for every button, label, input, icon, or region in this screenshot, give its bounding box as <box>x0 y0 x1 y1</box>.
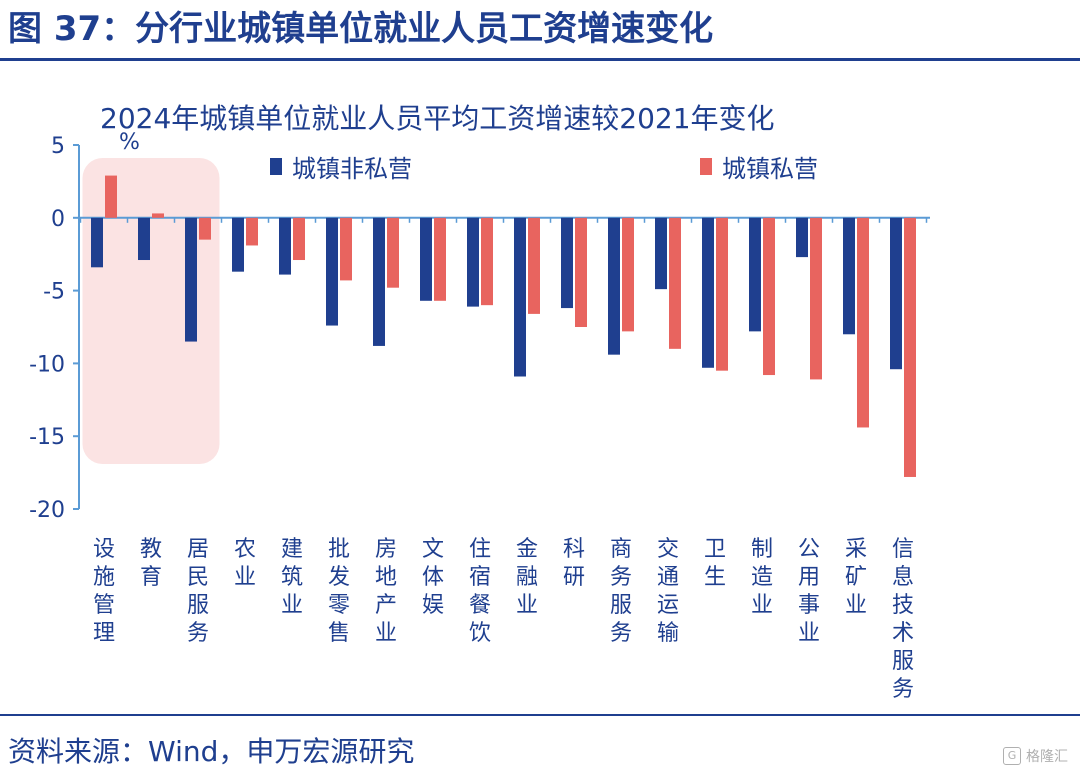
bar-private <box>528 217 540 314</box>
bar-private <box>246 217 258 246</box>
category-label: 居民服务 <box>187 537 209 646</box>
y-tick-label: -15 <box>29 425 65 450</box>
bar-non-private <box>232 217 244 272</box>
legend-swatch-private <box>700 157 712 175</box>
y-tick-label: -5 <box>43 280 65 305</box>
bar-non-private <box>138 217 150 261</box>
bar-private <box>904 217 916 477</box>
chart-canvas: 5 0 -5 -10 -15 -20 设施管理 教育 居民服务 农业 建筑业 批发零售 房地产业 文体娱 住… <box>29 134 930 702</box>
watermark-text: 格隆汇 <box>1026 749 1068 765</box>
category-label: 文体娱 <box>422 537 444 618</box>
bar-private <box>293 217 305 261</box>
watermark-logo-icon: G <box>1003 747 1021 765</box>
bar-private <box>387 217 399 288</box>
legend-item-non-private: 城镇非私营 <box>270 150 412 183</box>
bar-non-private <box>373 217 385 346</box>
bar-private <box>340 217 352 281</box>
footer-divider <box>0 714 1080 716</box>
y-axis-unit: % <box>119 130 140 155</box>
category-label: 设施管理 <box>93 537 115 646</box>
bar-non-private <box>467 217 479 307</box>
category-label: 房地产业 <box>375 537 397 646</box>
category-label: 卫生 <box>704 537 726 590</box>
bar-non-private <box>185 217 197 342</box>
category-label: 住宿餐饮 <box>469 537 491 646</box>
bar-non-private <box>843 217 855 335</box>
category-label: 信息技术服务 <box>892 537 914 702</box>
bar-non-private <box>796 217 808 258</box>
legend-label-private: 城镇私营 <box>722 154 818 183</box>
bar-private <box>575 217 587 327</box>
bar-non-private <box>326 217 338 326</box>
bar-private <box>810 217 822 380</box>
bar-non-private <box>420 217 432 301</box>
title-divider <box>0 58 1080 61</box>
bar-private <box>105 175 117 218</box>
category-label: 科研 <box>563 537 585 590</box>
bar-non-private <box>91 217 103 268</box>
category-label: 批发零售 <box>328 537 350 646</box>
category-label: 商务服务 <box>610 537 632 646</box>
y-tick-label: -20 <box>29 498 65 523</box>
legend-item-private: 城镇私营 <box>700 150 818 183</box>
bar-private <box>716 217 728 371</box>
bar-private <box>669 217 681 349</box>
bar-non-private <box>514 217 526 377</box>
category-label: 金融业 <box>516 537 538 618</box>
bar-non-private <box>890 217 902 370</box>
bar-private <box>763 217 775 376</box>
category-label: 教育 <box>140 537 162 590</box>
bar-non-private <box>279 217 291 275</box>
legend-swatch-non-private <box>270 157 282 175</box>
y-tick-label: -10 <box>29 352 65 377</box>
watermark: G 格隆汇 <box>1003 746 1068 766</box>
chart-title: 2024年城镇单位就业人员平均工资增速较2021年变化 <box>100 102 775 135</box>
bar-private <box>481 217 493 306</box>
y-tick-label: 5 <box>51 134 65 159</box>
bar-non-private <box>749 217 761 332</box>
category-label: 农业 <box>234 537 256 590</box>
bar-non-private <box>561 217 573 309</box>
source-note: 资料来源：Wind，申万宏源研究 <box>8 735 415 768</box>
category-label: 公用事业 <box>798 537 820 646</box>
category-label: 交通运输 <box>657 537 679 646</box>
legend-label-non-private: 城镇非私营 <box>292 154 412 183</box>
figure-title: 图 37：分行业城镇单位就业人员工资增速变化 <box>8 9 714 49</box>
y-tick-label: 0 <box>51 207 65 232</box>
highlight-region <box>82 158 220 464</box>
bar-non-private <box>655 217 667 290</box>
category-label: 建筑业 <box>281 537 303 618</box>
bar-non-private <box>608 217 620 355</box>
category-label: 制造业 <box>751 537 773 618</box>
bar-private <box>152 213 164 218</box>
bar-private <box>199 217 211 240</box>
bar-private <box>434 217 446 301</box>
category-label: 采矿业 <box>845 537 867 618</box>
bar-private <box>622 217 634 332</box>
bar-non-private <box>702 217 714 368</box>
bar-private <box>857 217 869 428</box>
